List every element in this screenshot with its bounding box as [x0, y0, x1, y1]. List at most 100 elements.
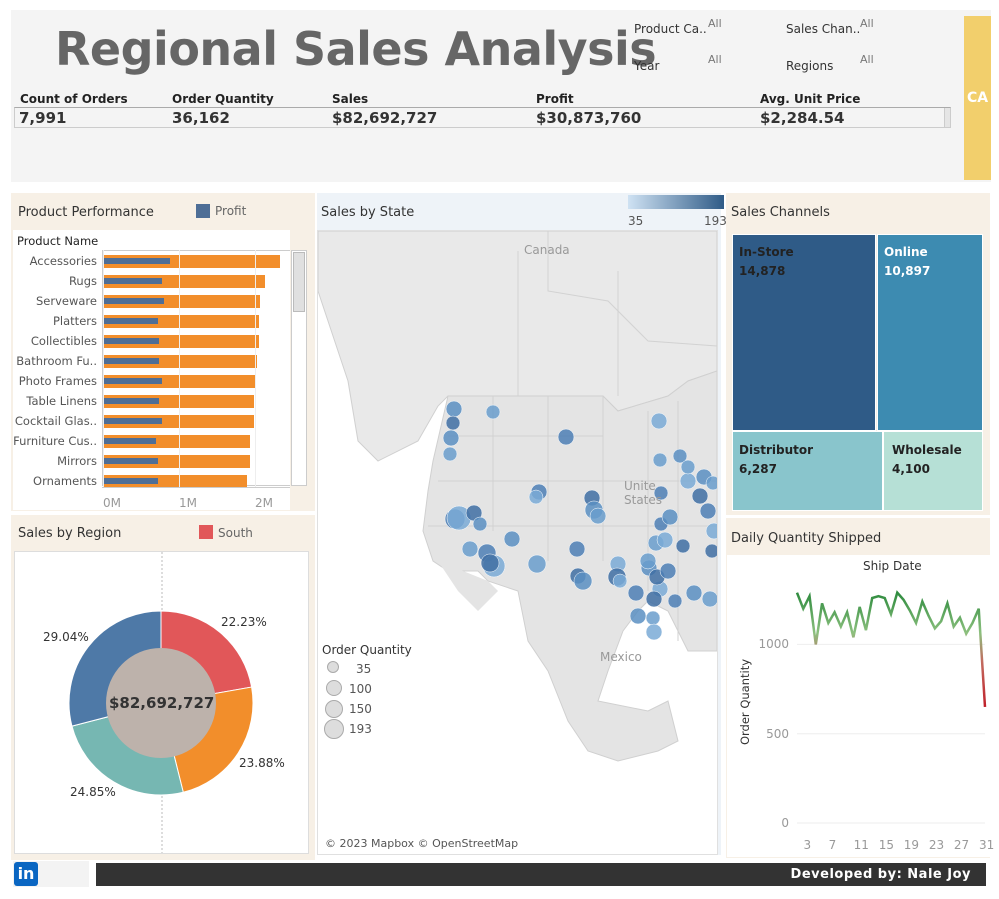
product-bar-chart: Product Name Accessories Rugs Serveware Pla…	[13, 230, 307, 510]
kpi-scrollbar[interactable]	[944, 108, 950, 127]
state-bubble[interactable]	[680, 459, 696, 475]
product-label: Table Linens	[26, 394, 97, 408]
state-bubble[interactable]	[691, 487, 709, 505]
profit-bar[interactable]	[103, 358, 160, 364]
sales-by-region-title: Sales by Region	[18, 526, 122, 541]
state-bubble[interactable]	[573, 571, 593, 591]
state-bubble[interactable]	[445, 400, 463, 418]
state-bubble[interactable]	[645, 610, 661, 626]
state-bubble[interactable]	[557, 428, 575, 446]
state-bubble[interactable]	[672, 448, 688, 464]
product-label: Photo Frames	[18, 374, 97, 388]
state-bubble[interactable]	[652, 452, 668, 468]
filter-product-category-label: Product Ca..	[634, 22, 707, 36]
state-bubble[interactable]	[528, 489, 544, 505]
state-bubble[interactable]	[679, 472, 697, 490]
state-bubble[interactable]	[627, 584, 645, 602]
south-legend-label: South	[218, 526, 253, 540]
state-bubble[interactable]	[653, 485, 669, 501]
profit-bar[interactable]	[103, 298, 164, 304]
treemap-online[interactable]: Online 10,897	[877, 234, 983, 431]
x-tick-label: 11	[853, 838, 869, 852]
state-bubble[interactable]	[442, 446, 458, 462]
linkedin-icon[interactable]: in	[14, 862, 38, 886]
profit-bar[interactable]	[103, 398, 160, 404]
state-bubble[interactable]	[659, 562, 677, 580]
state-bubble[interactable]	[472, 516, 488, 532]
donut-slice-label: 23.88%	[239, 756, 285, 770]
state-bubble[interactable]	[656, 531, 674, 549]
profit-bar[interactable]	[103, 278, 162, 284]
state-bubble[interactable]	[705, 522, 717, 540]
state-bubble[interactable]	[445, 415, 461, 431]
state-bubble[interactable]	[704, 543, 717, 559]
product-name-header: Product Name	[17, 234, 99, 248]
sales-channels-title: Sales Channels	[731, 205, 830, 220]
state-map[interactable]: Canada Unite States Mexico Order Quantit…	[317, 230, 718, 855]
donut-slice-label: 29.04%	[43, 630, 89, 644]
y-tick-label: 1000	[758, 637, 789, 652]
profit-bar[interactable]	[103, 438, 157, 444]
treemap-distributor[interactable]: Distributor 6,287	[732, 431, 883, 511]
state-bubble[interactable]	[650, 412, 668, 430]
x-gridline	[179, 250, 180, 487]
filter-sales-channel-label: Sales Chan..	[786, 22, 861, 36]
filter-product-category-value[interactable]: All	[708, 17, 722, 30]
x-axis-line	[102, 487, 290, 488]
state-bubble[interactable]	[527, 554, 547, 574]
state-bubble[interactable]	[589, 507, 607, 525]
state-bubble[interactable]	[701, 590, 717, 608]
state-bubble[interactable]	[661, 508, 679, 526]
state-bubble[interactable]	[461, 540, 479, 558]
x-tick-label: 7	[828, 838, 837, 852]
state-side-panel[interactable]: CA	[964, 16, 991, 180]
wholesale-value: 4,100	[892, 462, 930, 476]
profit-bar[interactable]	[103, 458, 159, 464]
x-gridline	[255, 250, 256, 487]
profit-bar[interactable]	[103, 418, 162, 424]
state-bubble[interactable]	[705, 475, 717, 491]
state-bubble[interactable]	[442, 429, 460, 447]
treemap-wholesale[interactable]: Wholesale 4,100	[883, 431, 983, 511]
color-legend-max: 193	[704, 214, 727, 228]
treemap-in-store[interactable]: In-Store 14,878	[732, 234, 876, 431]
state-bubble[interactable]	[645, 623, 663, 641]
product-label: Collectibles	[30, 334, 97, 348]
filter-year-value[interactable]: All	[708, 53, 722, 66]
product-scrollbar[interactable]	[291, 250, 307, 486]
state-bubble[interactable]	[629, 607, 647, 625]
state-bubble[interactable]	[480, 553, 500, 573]
state-bubble[interactable]	[485, 404, 501, 420]
color-legend-gradient	[628, 195, 724, 209]
profit-bar[interactable]	[103, 478, 159, 484]
size-legend-150: 150	[349, 702, 372, 716]
state-bubble[interactable]	[667, 593, 683, 609]
state-bubble[interactable]	[639, 552, 657, 570]
daily-series-line[interactable]	[795, 590, 987, 708]
filter-sales-channel-value[interactable]: All	[860, 17, 874, 30]
profit-bar[interactable]	[103, 318, 159, 324]
state-bubble[interactable]	[612, 573, 628, 589]
state-bubble[interactable]	[503, 530, 521, 548]
kpi-orders-value: 7,991	[19, 109, 67, 127]
product-label: Bathroom Fu..	[16, 354, 97, 368]
profit-bar[interactable]	[103, 258, 170, 264]
y-tick-label: 0	[781, 816, 789, 830]
state-bubble[interactable]	[568, 540, 586, 558]
profit-bar[interactable]	[103, 378, 162, 384]
map-attribution[interactable]: © 2023 Mapbox © OpenStreetMap	[325, 837, 519, 850]
profit-bar[interactable]	[103, 338, 160, 344]
filter-regions-value[interactable]: All	[860, 53, 874, 66]
state-bubble[interactable]	[645, 590, 663, 608]
side-panel-label: CA	[967, 90, 989, 106]
daily-line-chart: Ship Date Order Quantity 0 500 1000 3 7 11 15 1…	[727, 555, 994, 857]
product-performance-title: Product Performance	[18, 205, 154, 220]
state-bubble[interactable]	[675, 538, 691, 554]
x-tick-label: 19	[903, 838, 920, 852]
state-bubble[interactable]	[699, 502, 717, 520]
kpi-sales-value: $82,692,727	[332, 109, 438, 127]
filter-regions-label: Regions	[786, 59, 834, 73]
state-bubble[interactable]	[685, 584, 703, 602]
wholesale-name: Wholesale	[892, 443, 962, 457]
product-scrollbar-thumb[interactable]	[293, 252, 305, 312]
